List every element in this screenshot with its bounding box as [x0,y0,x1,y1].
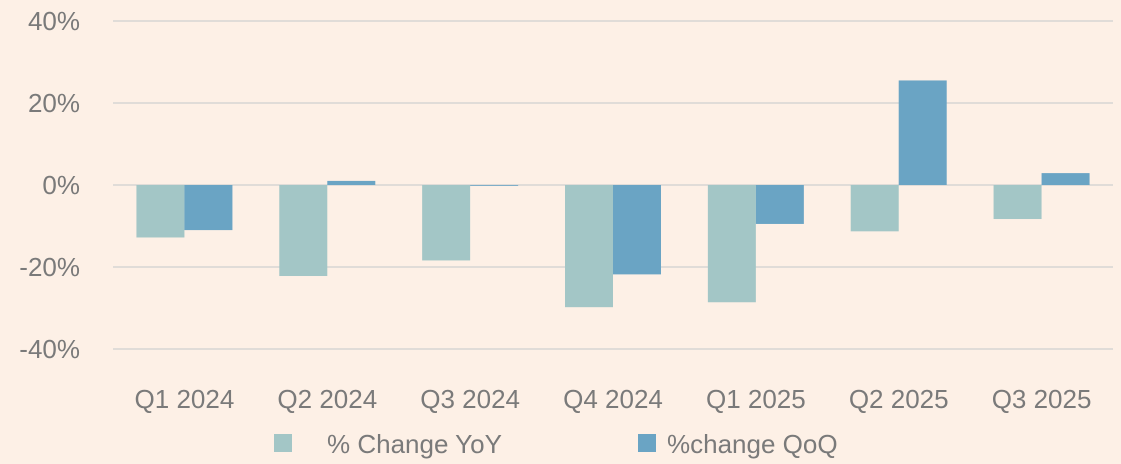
x-tick-label: Q3 2025 [992,384,1092,414]
x-tick-label: Q2 2024 [277,384,377,414]
x-tick-label: Q1 2025 [706,384,806,414]
bars [136,80,1090,308]
y-tick-label: 0% [42,170,80,200]
x-tick-label: Q1 2024 [135,384,235,414]
bar-qoq-q3-2025 [1041,173,1090,185]
legend: % Change YoY %change QoQ [274,429,838,459]
x-tick-label: Q3 2024 [420,384,520,414]
y-axis-ticks: -40% -20% 0% 20% 40% [19,6,80,364]
legend-label-qoq: %change QoQ [667,429,838,459]
bar-qoq-q1-2025 [755,185,804,224]
bar-qoq-q2-2025 [898,80,947,185]
x-tick-label: Q4 2024 [563,384,663,414]
bar-yoy-q2-2025 [850,185,899,232]
x-tick-label: Q2 2025 [849,384,949,414]
y-tick-label: 20% [28,88,80,118]
bar-yoy-q1-2025 [707,185,756,303]
bar-yoy-q3-2024 [422,185,471,261]
legend-label-yoy: % Change YoY [327,429,502,459]
bar-yoy-q1-2024 [136,185,185,238]
bar-qoq-q2-2024 [327,180,376,185]
bar-qoq-q4-2024 [613,185,661,275]
y-tick-label: 40% [28,6,80,36]
legend-swatch-qoq [638,434,656,452]
bar-yoy-q3-2025 [993,185,1042,220]
bar-qoq-q3-2024 [470,185,519,186]
bar-yoy-q4-2024 [565,185,613,308]
bar-qoq-q1-2024 [184,185,233,231]
y-tick-label: -40% [19,334,80,364]
y-tick-label: -20% [19,252,80,282]
bar-yoy-q2-2024 [279,185,328,277]
x-axis-ticks: Q1 2024 Q2 2024 Q3 2024 Q4 2024 Q1 2025 Q2 20… [135,384,1092,414]
legend-swatch-yoy [274,434,292,452]
